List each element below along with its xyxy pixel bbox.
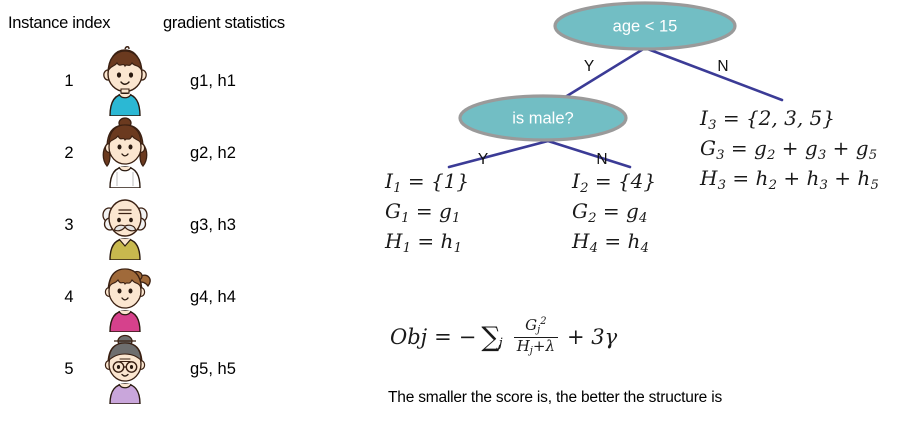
objective-lhs: Obj [390,324,428,349]
objective-minus: − [458,324,477,349]
column-header-gradient-statistics: gradient statistics [163,14,285,32]
edge-root-no [643,46,784,102]
leaf-3-line-I: I3 = {2, 3, 5} [700,106,836,133]
table-row: 3 g3, h3 [0,188,340,260]
leaf-1-line-G: G1 = g1 [385,198,461,226]
fraction-denominator: Hj+λ [513,336,558,357]
table-row: 1 [0,44,340,116]
edge-label-left-yes: Y [478,151,488,168]
table-row: 5 [0,332,340,404]
leaf-2-line-I: I2 = {4} [572,169,657,196]
column-header-instance-index: Instance index [8,14,111,32]
girl-braids-avatar [96,116,154,188]
tree-graphic: age < 15 is male? Y N Y N [447,1,784,169]
row-gradient-stats: g1, h1 [190,72,236,90]
fraction-numerator: Gj2 [525,315,547,336]
edge-label-left-no: N [596,151,607,168]
edge-left-yes [447,139,550,169]
row-gradient-stats: g5, h5 [190,360,236,378]
instance-table: Instance index gradient statistics 1 [0,0,340,421]
girl-ponytail-avatar [96,260,154,332]
row-index: 5 [64,360,74,378]
row-gradient-stats: g4, h4 [190,288,236,306]
caption-text: The smaller the score is, the better the… [388,389,722,406]
tree-node-is-male-label: is male? [512,109,573,127]
leaf-3-line-G: G3 = g2 + g3 + g5 [700,135,878,163]
row-index: 2 [64,144,74,162]
tree-node-is-male[interactable]: is male? [458,94,628,142]
row-index: 3 [64,216,74,234]
leaf-1-line-H: H1 = h1 [385,228,462,256]
leaf-1-line-I: I1 = {1} [385,169,470,196]
objective-formula: Obj = − ∑ j Gj2 Hj+λ + 3γ [390,315,618,357]
edge-root-yes [560,46,647,101]
boy-avatar [96,44,154,116]
leaf-2-line-H: H4 = h4 [572,228,649,256]
leaf-2-line-G: G2 = g4 [572,198,648,226]
decision-tree-diagram: age < 15 is male? Y N Y N I1 = {1} G1 = … [340,0,920,421]
leaf-3-line-H: H3 = h2 + h3 + h5 [700,165,879,193]
row-gradient-stats: g2, h2 [190,144,236,162]
tree-node-root[interactable]: age < 15 [553,1,737,51]
edge-label-root-yes: Y [584,58,594,75]
tree-node-root-label: age < 15 [613,17,678,35]
table-row: 2 [0,116,340,188]
objective-fraction: Gj2 Hj+λ [513,315,558,357]
row-index: 4 [64,288,74,306]
edge-left-no [546,139,632,169]
leaf-2-statistics: I2 = {4} G2 = g4 H4 = h4 [572,168,656,258]
table-row: 4 g4, h4 [0,260,340,332]
edge-label-root-no: N [717,58,728,75]
objective-tail: + 3γ [566,324,618,349]
row-gradient-stats: g3, h3 [190,216,236,234]
summation-index: j [498,336,503,352]
leaf-3-statistics: I3 = {2, 3, 5} G3 = g2 + g3 + g5 H3 = h2… [700,105,879,195]
leaf-1-statistics: I1 = {1} G1 = g1 H1 = h1 [385,168,469,258]
row-index: 1 [64,72,74,90]
old-man-avatar [96,188,154,260]
summation-symbol: ∑ [481,322,501,354]
objective-equals: = [434,324,452,349]
old-woman-avatar [96,332,154,404]
